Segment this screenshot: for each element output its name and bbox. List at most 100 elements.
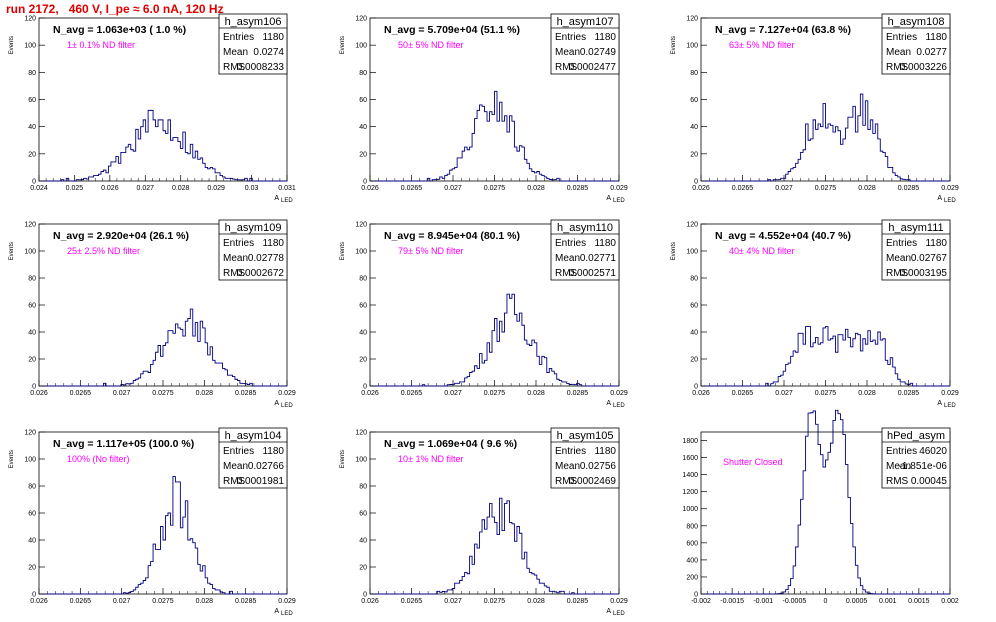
stats-value: 0.0002477 — [569, 62, 617, 73]
y-tick-label: 100 — [24, 249, 36, 256]
y-tick-label: 120 — [355, 222, 367, 229]
y-tick-label: 80 — [28, 70, 36, 77]
histogram-line — [370, 497, 619, 595]
stats-label: Mean — [886, 253, 911, 264]
stats-label: RMS — [555, 62, 578, 73]
y-tick-label: 60 — [28, 511, 36, 518]
stats-title: h_asym107 — [557, 16, 614, 28]
stats-label: Entries — [223, 32, 254, 43]
navg-label: N_avg = 4.552e+04 (40.7 %) — [715, 230, 851, 242]
x-tick-label: 0.0285 — [235, 390, 257, 397]
page-title: run 2172, 460 V, I_pe ≈ 6.0 nA, 120 Hz — [6, 2, 224, 16]
x-axis-subscript: LED — [613, 403, 625, 409]
y-tick-label: 100 — [24, 43, 36, 50]
y-tick-label: 80 — [28, 276, 36, 283]
stats-label: RMS — [223, 268, 246, 279]
x-tick-label: 0.028 — [527, 598, 545, 605]
x-tick-label: 0.027 — [113, 598, 131, 605]
y-tick-label: 60 — [359, 511, 367, 518]
y-tick-label: 0 — [363, 384, 367, 391]
stats-box — [550, 427, 620, 489]
x-axis-subscript: LED — [613, 198, 625, 204]
y-axis-label: Events — [9, 36, 15, 54]
stats-label: Entries — [886, 446, 917, 457]
y-tick-label: 120 — [24, 430, 36, 437]
stats-title: hPed_asym — [887, 430, 945, 442]
y-tick-label: 0 — [694, 179, 698, 186]
panel-hPed_asym: -0.002 -0.0015 -0.001 -0.0005 0 0.0005 0.001 0.… — [682, 409, 959, 605]
stats-value: 46020 — [919, 446, 947, 457]
y-axis-label: Events — [340, 36, 346, 54]
x-axis-subscript: LED — [944, 403, 956, 409]
y-tick-label: 100 — [686, 43, 698, 50]
panel-h_asym105: 0.026 0.0265 0.027 0.0275 0.028 0.0285 0.029 0 2… — [340, 427, 628, 617]
stats-label: Entries — [555, 446, 586, 457]
stats-label: RMS — [886, 268, 909, 279]
stats-value: 0.02756 — [580, 461, 617, 472]
y-tick-label: 60 — [690, 303, 698, 310]
panel-h_asym104: 0.026 0.0265 0.027 0.0275 0.028 0.0285 0.029 0 2… — [9, 427, 296, 617]
y-tick-label: 60 — [28, 303, 36, 310]
stats-value: 0.02778 — [248, 253, 285, 264]
x-tick-label: 0.026 — [30, 598, 48, 605]
y-tick-label: 100 — [24, 457, 36, 464]
x-tick-label: 0.026 — [361, 598, 379, 605]
x-tick-label: 0.0015 — [908, 598, 930, 605]
histogram-line — [701, 326, 950, 387]
y-tick-label: 80 — [359, 276, 367, 283]
x-tick-label: 0.028 — [858, 390, 876, 397]
y-tick-label: 40 — [690, 330, 698, 337]
y-tick-label: 0 — [32, 384, 36, 391]
x-tick-label: 0.025 — [66, 185, 84, 192]
histogram-line — [39, 109, 287, 182]
x-tick-label: 0.027 — [113, 390, 131, 397]
panel-h_asym107: 0.026 0.0265 0.027 0.0275 0.028 0.0285 0.029 0 2… — [340, 13, 628, 204]
navg-label: N_avg = 1.117e+05 (100.0 %) — [53, 438, 194, 450]
y-tick-label: 80 — [28, 484, 36, 491]
x-tick-label: 0.0275 — [484, 185, 506, 192]
stats-label: Entries — [555, 32, 586, 43]
y-tick-label: 100 — [355, 249, 367, 256]
y-tick-label: 0 — [694, 384, 698, 391]
stats-value: 0.0001981 — [237, 476, 285, 487]
stats-label: Mean — [886, 461, 911, 472]
panel-h_asym106: 0.024 0.025 0.026 0.027 0.028 0.029 0.03 0.031 0… — [9, 13, 296, 204]
panel-h_asym110: 0.026 0.0265 0.027 0.0275 0.028 0.0285 0.029 0 2… — [340, 219, 628, 409]
x-tick-label: 0.027 — [444, 390, 462, 397]
panel-h_asym108: 0.026 0.0265 0.027 0.0275 0.028 0.0285 0.029 0 2… — [671, 13, 959, 204]
x-tick-label: 0.029 — [610, 185, 628, 192]
stats-box — [881, 219, 951, 281]
stats-label: Mean — [555, 461, 580, 472]
stats-label: Mean — [223, 461, 248, 472]
y-tick-label: 60 — [359, 303, 367, 310]
y-tick-label: 100 — [355, 43, 367, 50]
stats-box — [218, 427, 288, 489]
stats-box — [881, 427, 951, 489]
x-tick-label: 0.0285 — [898, 185, 920, 192]
filter-label: 100% (No filter) — [67, 454, 130, 464]
x-tick-label: 0.029 — [941, 390, 959, 397]
y-tick-label: 0 — [363, 179, 367, 186]
stats-title: h_asym106 — [225, 16, 282, 28]
stats-label: Mean — [223, 253, 248, 264]
y-tick-label: 120 — [24, 16, 36, 23]
x-tick-label: 0.0005 — [846, 598, 868, 605]
y-tick-label: 40 — [359, 330, 367, 337]
x-tick-label: 0.029 — [610, 598, 628, 605]
x-tick-label: 0.028 — [196, 598, 214, 605]
stats-title: h_asym105 — [557, 430, 614, 442]
stats-title: h_asym111 — [888, 222, 943, 234]
stats-title: h_asym109 — [225, 222, 282, 234]
x-tick-label: 0.028 — [527, 185, 545, 192]
stats-box — [550, 13, 620, 75]
x-tick-label: 0.028 — [527, 390, 545, 397]
x-tick-label: 0.029 — [610, 390, 628, 397]
navg-label: N_avg = 2.920e+04 (26.1 %) — [53, 230, 189, 242]
filter-label: 63± 5% ND filter — [729, 40, 794, 50]
filter-label: 40± 4% ND filter — [729, 246, 794, 256]
stats-value: 1180 — [594, 32, 616, 43]
stats-label: RMS — [555, 476, 578, 487]
x-tick-label: 0.027 — [775, 390, 793, 397]
histogram-line — [39, 476, 287, 595]
